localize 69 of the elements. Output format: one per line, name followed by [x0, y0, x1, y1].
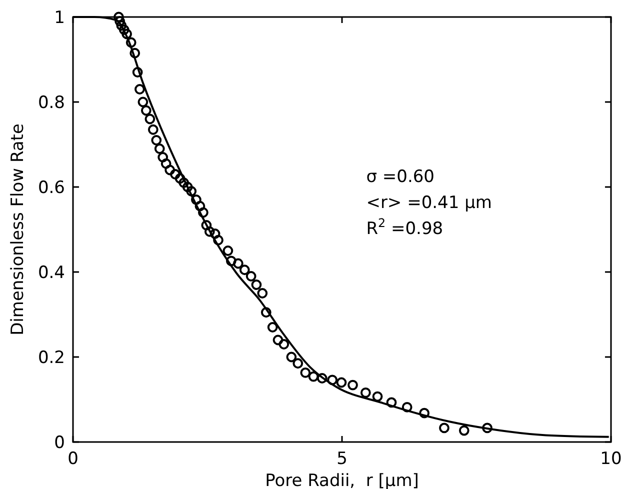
- point: [336, 377, 347, 388]
- point: [257, 288, 268, 298]
- point: [458, 425, 470, 436]
- annotation: σ =0.60: [366, 167, 434, 187]
- point: [132, 67, 143, 78]
- y-tick-label: 1: [54, 8, 65, 28]
- point: [267, 322, 278, 332]
- point: [360, 388, 371, 398]
- point: [201, 220, 212, 230]
- point: [151, 135, 162, 146]
- point: [158, 152, 168, 162]
- point: [116, 20, 127, 31]
- x-tick-label: 5: [336, 449, 348, 469]
- point: [118, 24, 130, 35]
- point: [138, 96, 148, 108]
- x-tick-label: 10: [600, 449, 622, 469]
- point: [308, 371, 319, 382]
- point: [286, 352, 297, 362]
- annotation: <r> =0.41 μm: [366, 193, 492, 213]
- point: [348, 380, 358, 390]
- point: [246, 271, 256, 282]
- annotation: R$^{2}$ =0.98: [366, 216, 444, 239]
- point: [402, 402, 412, 412]
- point: [164, 164, 176, 176]
- point: [260, 307, 272, 318]
- point: [386, 397, 397, 408]
- point: [204, 226, 215, 237]
- point: [154, 144, 165, 154]
- point: [186, 186, 197, 196]
- point: [170, 169, 180, 180]
- point: [122, 28, 132, 40]
- point: [226, 256, 236, 266]
- y-tick-label: 0: [54, 433, 65, 453]
- point: [372, 391, 383, 402]
- point: [316, 373, 328, 384]
- point: [126, 37, 136, 48]
- point: [292, 358, 304, 369]
- y-tick-label: 0.2: [38, 348, 65, 368]
- point: [251, 280, 262, 290]
- point: [140, 105, 152, 116]
- point: [198, 207, 208, 218]
- point: [300, 368, 311, 378]
- point: [232, 258, 244, 269]
- point: [272, 334, 284, 346]
- point: [210, 228, 220, 239]
- point: [419, 408, 430, 418]
- y-tick-label: 0.6: [38, 178, 65, 198]
- point: [144, 114, 156, 124]
- point: [194, 200, 206, 212]
- point: [114, 12, 124, 22]
- point: [130, 48, 140, 58]
- point: [278, 339, 290, 350]
- x-tick-label: 0: [68, 449, 78, 469]
- point: [482, 422, 492, 434]
- point: [239, 264, 250, 276]
- y-axis-title: Dimensionless Flow Rate: [8, 124, 28, 336]
- point: [327, 374, 338, 386]
- point: [148, 124, 158, 135]
- y-tick-label: 0.8: [38, 93, 65, 113]
- point: [134, 84, 145, 94]
- point: [213, 234, 224, 246]
- point: [178, 178, 190, 188]
- point: [191, 194, 202, 205]
- point: [222, 246, 234, 256]
- point: [160, 158, 172, 169]
- point: [182, 182, 193, 192]
- y-tick-label: 0.4: [38, 263, 65, 283]
- point: [174, 173, 186, 184]
- point: [439, 422, 450, 434]
